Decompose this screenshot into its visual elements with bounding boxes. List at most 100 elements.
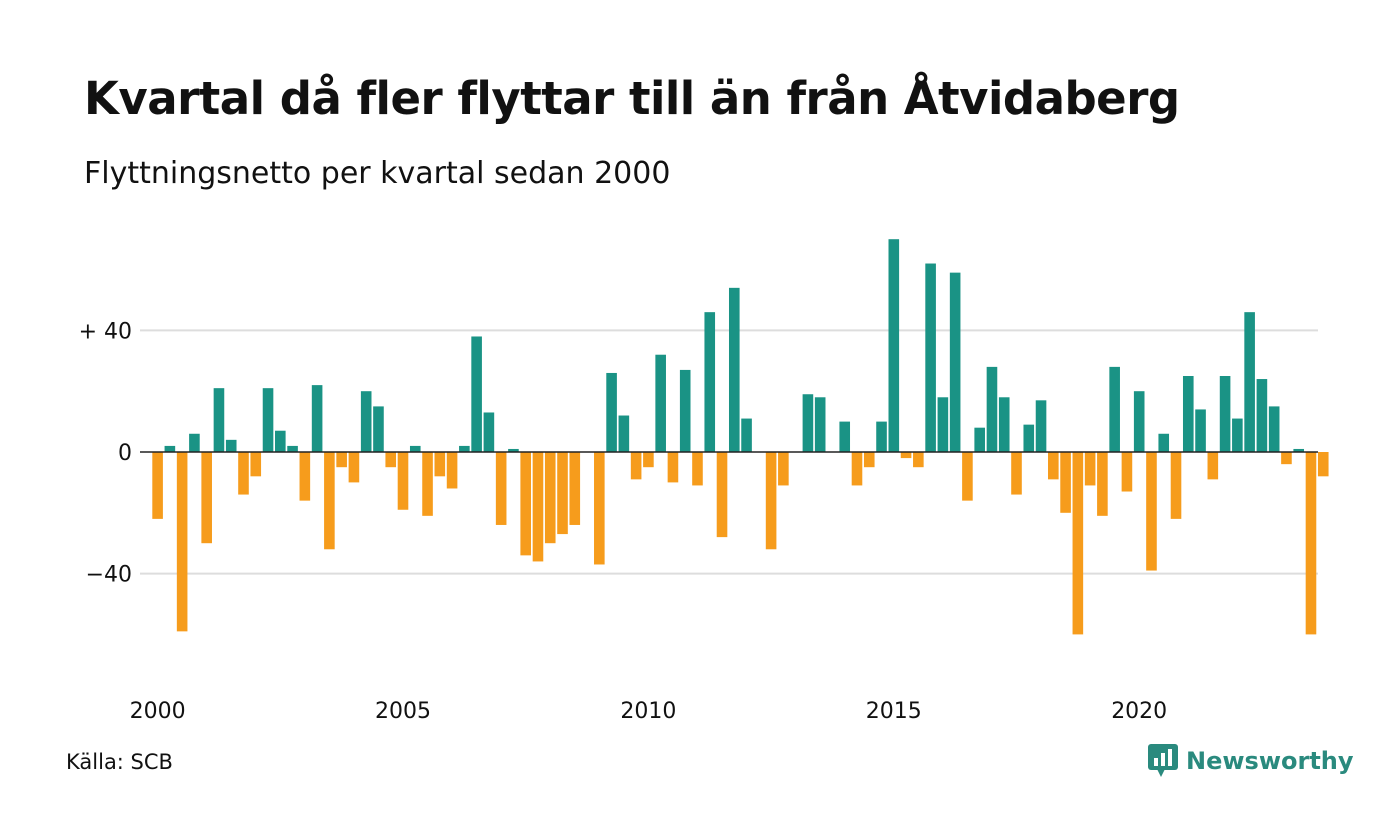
bar [594,452,605,565]
bar [299,452,311,501]
bar [630,452,642,480]
source-note: Källa: SCB [66,750,173,774]
bar [692,452,703,486]
x-tick-label: 2005 [375,699,431,724]
chart-subtitle: Flyttningsnetto per kvartal sedan 2000 [84,156,671,191]
bar [1133,391,1145,452]
bar [765,452,777,550]
bar [888,239,900,452]
brand-name: Newsworthy [1186,747,1354,775]
bar [998,397,1010,452]
bar [851,452,863,486]
bar [1268,406,1280,452]
bar [311,385,323,452]
bar [483,412,495,452]
bar [606,372,617,452]
bar [1305,452,1317,635]
brand-logo: Newsworthy [1148,744,1354,778]
bar [1256,379,1268,452]
bar [1023,424,1035,452]
bar [962,452,973,501]
bar [1293,448,1305,452]
bar [937,397,949,452]
bar [275,430,286,452]
bar [716,452,728,538]
x-axis-ticks: 2000 2005 2010 2015 2020 [130,699,1168,724]
bar [1207,452,1219,480]
bar [913,452,924,468]
bar [1244,312,1255,452]
bar [360,391,372,452]
bar [1035,400,1047,452]
bars [152,239,1329,635]
bar [1182,376,1194,452]
bar [741,418,752,452]
bar [557,452,568,535]
bar [679,369,691,452]
y-tick-label: −40 [86,563,132,588]
bar [778,452,789,486]
bar [250,452,262,477]
bar [1060,452,1071,513]
y-axis-ticks: + 40 0 −40 [79,319,132,587]
y-tick-label: 0 [118,441,132,466]
bar [1048,452,1059,480]
bar [348,452,360,483]
bar [1011,452,1022,495]
bar [544,452,556,544]
bar [152,452,163,519]
newsworthy-logo-icon [1148,744,1178,777]
x-tick-label: 2010 [620,699,676,724]
bar [839,421,851,452]
bar [618,415,630,452]
bar [802,394,814,452]
bar [287,445,298,452]
bar [532,452,544,562]
bar [1097,452,1108,516]
bar [704,312,716,452]
bar [422,452,433,516]
bar [986,366,998,452]
bar [373,406,384,452]
bar [1281,452,1292,465]
bar [643,452,654,468]
bar [1109,366,1120,452]
bar [1170,452,1182,519]
bar [520,452,531,556]
bar [974,427,985,452]
bar [1195,409,1206,452]
bar [238,452,249,495]
bar [925,263,936,452]
bar [495,452,507,525]
bar [324,452,335,550]
bar [397,452,409,510]
bar [569,452,581,525]
bar [471,336,482,452]
bar [225,439,237,452]
bar [508,448,519,452]
bar [814,397,826,452]
bar [262,388,274,452]
bar [655,354,666,452]
x-tick-label: 2015 [866,699,922,724]
bar [459,445,470,452]
bar [201,452,212,544]
bar [1084,452,1096,486]
y-tick-label: + 40 [79,319,132,344]
bar [336,452,347,468]
bar [176,452,188,632]
bar [1219,376,1231,452]
chart-title: Kvartal då fler flyttar till än från Åtv… [84,72,1180,125]
bar [1158,433,1170,452]
bar [213,388,225,452]
bar [876,421,887,452]
bar [949,272,961,452]
bar [1317,452,1329,477]
bar [446,452,458,489]
x-tick-label: 2000 [130,699,186,724]
bar [164,445,176,452]
bar [1232,418,1243,452]
bar [1146,452,1157,571]
bar [863,452,875,468]
